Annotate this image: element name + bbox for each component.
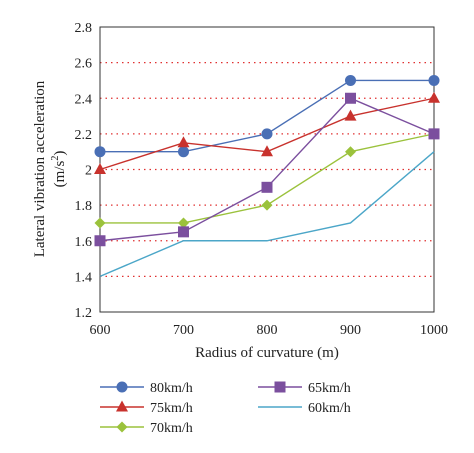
data-point [94, 163, 106, 174]
data-point [178, 146, 189, 158]
y-axis-unit-superscript: 2 [50, 156, 61, 161]
y-axis-title-main: Lateral vibration acceleration [32, 80, 48, 257]
series-60km/h [99, 151, 435, 278]
legend-item: 70km/h [100, 421, 193, 436]
x-tick-label: 800 [257, 323, 278, 338]
data-point [178, 226, 189, 238]
legend-item: 60km/h [258, 401, 351, 416]
x-axis-title: Radius of curvature (m) [195, 345, 339, 361]
data-point [428, 91, 440, 103]
data-point [344, 109, 357, 121]
data-point [261, 145, 273, 157]
data-point [94, 235, 106, 247]
legend-marker [116, 400, 128, 412]
x-tick-label: 900 [340, 323, 361, 338]
data-point [261, 199, 273, 211]
y-tick-label: 2.6 [75, 57, 93, 72]
series-line [100, 79, 434, 153]
x-tick-label: 1000 [420, 323, 448, 338]
legend-label: 60km/h [308, 401, 351, 416]
data-point [177, 136, 190, 148]
y-tick-label: 1.8 [75, 199, 93, 214]
data-point [345, 74, 356, 86]
y-tick-label: 1.2 [75, 306, 93, 321]
x-tick-label: 600 [90, 323, 111, 338]
series-70km/h [94, 128, 440, 229]
y-tick-labels: 1.2 1.4 1.6 1.8 2 2.2 2.4 2.6 2.8 [75, 21, 93, 321]
legend-label: 65km/h [308, 381, 351, 396]
legend-item: 75km/h [100, 400, 193, 416]
legend-label: 75km/h [150, 401, 193, 416]
series-lines [94, 74, 440, 278]
data-point [428, 74, 440, 86]
x-tick-labels: 600 700 800 900 1000 [90, 323, 449, 338]
y-axis-unit-suffix: ) [52, 151, 68, 156]
data-point [345, 146, 356, 158]
y-tick-label: 2 [85, 164, 92, 179]
y-axis-title-unit: (m/s2) [50, 151, 68, 188]
series-80km/h [94, 74, 440, 158]
y-tick-label: 1.4 [75, 270, 93, 285]
data-point [261, 181, 273, 193]
data-point [428, 128, 440, 140]
y-tick-label: 2.4 [75, 92, 93, 107]
legend-label: 80km/h [150, 381, 193, 396]
y-tick-label: 2.8 [75, 21, 93, 36]
legend-label: 70km/h [150, 421, 193, 436]
y-tick-label: 1.6 [75, 235, 93, 250]
legend-marker [274, 381, 286, 393]
y-axis-title: Lateral vibration acceleration (m/s2) [32, 80, 68, 257]
data-point [94, 146, 106, 158]
data-point [94, 217, 106, 229]
x-tick-label: 700 [173, 323, 194, 338]
data-point [345, 92, 356, 104]
legend-item: 80km/h [100, 381, 193, 396]
legend: 80km/h 75km/h 70km/h 65km/h 60km/h [100, 381, 351, 436]
legend-item: 65km/h [258, 381, 351, 396]
grid-lines [100, 61, 434, 278]
y-tick-label: 2.2 [75, 128, 93, 143]
legend-marker [116, 421, 128, 433]
series-line [99, 151, 435, 278]
y-axis-unit-prefix: (m/s [52, 161, 68, 188]
series-65km/h [94, 92, 440, 247]
legend-marker [116, 381, 128, 393]
data-point [261, 128, 273, 140]
data-point [178, 217, 189, 229]
